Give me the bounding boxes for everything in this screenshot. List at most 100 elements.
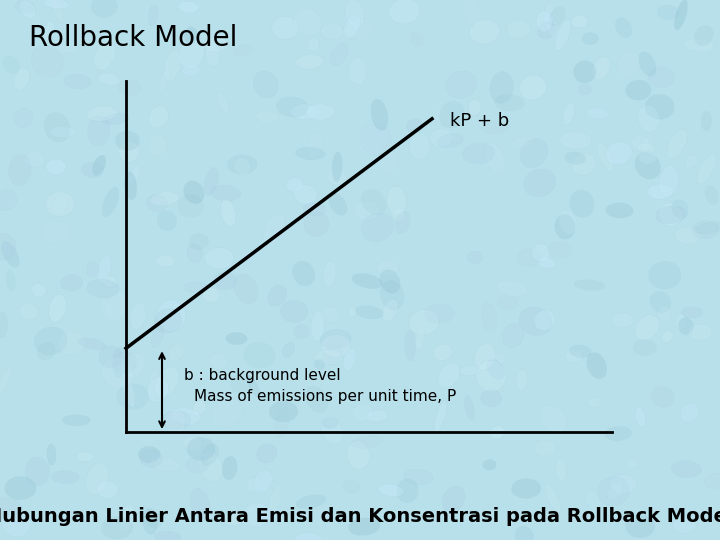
Ellipse shape (696, 221, 720, 234)
Ellipse shape (438, 363, 460, 388)
Ellipse shape (45, 192, 75, 217)
Ellipse shape (534, 440, 556, 456)
Ellipse shape (247, 502, 256, 516)
Ellipse shape (119, 504, 135, 532)
Ellipse shape (633, 340, 657, 355)
Ellipse shape (379, 484, 404, 497)
Ellipse shape (647, 184, 673, 199)
Ellipse shape (242, 503, 272, 526)
Ellipse shape (355, 306, 384, 319)
Ellipse shape (606, 141, 632, 165)
Ellipse shape (705, 185, 719, 205)
Text: Rollback Model: Rollback Model (29, 24, 237, 52)
Ellipse shape (38, 221, 70, 243)
Ellipse shape (243, 342, 275, 368)
Ellipse shape (246, 478, 262, 492)
Ellipse shape (76, 452, 94, 462)
Ellipse shape (307, 132, 323, 160)
Ellipse shape (642, 133, 655, 153)
Ellipse shape (276, 97, 308, 117)
Ellipse shape (187, 244, 202, 262)
Ellipse shape (304, 212, 329, 237)
Ellipse shape (570, 345, 591, 357)
Ellipse shape (323, 261, 336, 287)
Ellipse shape (103, 113, 129, 124)
Ellipse shape (519, 75, 546, 100)
Ellipse shape (512, 136, 534, 149)
Ellipse shape (212, 399, 243, 427)
Ellipse shape (32, 283, 46, 297)
Ellipse shape (14, 68, 30, 90)
Ellipse shape (692, 221, 719, 239)
Ellipse shape (638, 105, 660, 132)
Ellipse shape (168, 344, 184, 361)
Ellipse shape (190, 488, 210, 518)
Ellipse shape (146, 194, 168, 212)
Ellipse shape (102, 187, 119, 217)
Ellipse shape (253, 470, 272, 492)
Ellipse shape (264, 213, 285, 245)
Ellipse shape (294, 532, 323, 540)
Ellipse shape (92, 155, 106, 176)
Ellipse shape (14, 1, 35, 13)
Ellipse shape (652, 387, 674, 407)
Ellipse shape (49, 39, 78, 53)
Ellipse shape (147, 377, 168, 402)
Ellipse shape (516, 369, 528, 390)
Ellipse shape (114, 352, 137, 373)
Ellipse shape (685, 154, 698, 168)
Ellipse shape (582, 33, 598, 45)
Ellipse shape (211, 185, 241, 201)
Ellipse shape (138, 446, 160, 463)
Ellipse shape (544, 483, 561, 512)
Ellipse shape (511, 478, 541, 498)
Text: Mass of emissions per unit time, P: Mass of emissions per unit time, P (194, 389, 456, 404)
Ellipse shape (294, 325, 310, 339)
Ellipse shape (31, 45, 63, 77)
Ellipse shape (635, 152, 660, 179)
Ellipse shape (86, 106, 117, 121)
Ellipse shape (81, 163, 103, 178)
Ellipse shape (60, 275, 83, 291)
Ellipse shape (657, 306, 671, 321)
Ellipse shape (701, 111, 712, 131)
Ellipse shape (37, 342, 55, 360)
Ellipse shape (635, 315, 660, 341)
Ellipse shape (157, 300, 186, 332)
Ellipse shape (184, 27, 197, 44)
Ellipse shape (531, 244, 550, 262)
Ellipse shape (598, 143, 613, 171)
Ellipse shape (295, 55, 324, 69)
Ellipse shape (680, 403, 699, 422)
Ellipse shape (433, 344, 452, 361)
Ellipse shape (19, 303, 38, 320)
Ellipse shape (204, 247, 234, 269)
Ellipse shape (548, 242, 572, 258)
Ellipse shape (549, 6, 566, 26)
Ellipse shape (571, 15, 588, 28)
Ellipse shape (154, 309, 181, 333)
Ellipse shape (323, 344, 342, 366)
Ellipse shape (616, 18, 632, 38)
Ellipse shape (271, 16, 299, 39)
Ellipse shape (234, 157, 251, 176)
Ellipse shape (0, 366, 12, 396)
Ellipse shape (695, 25, 714, 45)
Ellipse shape (58, 332, 85, 355)
Ellipse shape (459, 365, 480, 376)
Ellipse shape (217, 92, 230, 114)
Ellipse shape (675, 0, 688, 30)
Ellipse shape (639, 152, 657, 164)
Ellipse shape (536, 11, 552, 32)
Ellipse shape (6, 270, 15, 292)
Ellipse shape (125, 172, 137, 200)
Ellipse shape (345, 0, 364, 29)
Ellipse shape (405, 330, 415, 361)
Ellipse shape (156, 255, 176, 267)
Ellipse shape (112, 347, 127, 377)
Ellipse shape (130, 302, 145, 329)
Ellipse shape (672, 518, 696, 534)
Ellipse shape (157, 211, 177, 231)
Ellipse shape (482, 122, 509, 134)
Ellipse shape (343, 14, 361, 38)
